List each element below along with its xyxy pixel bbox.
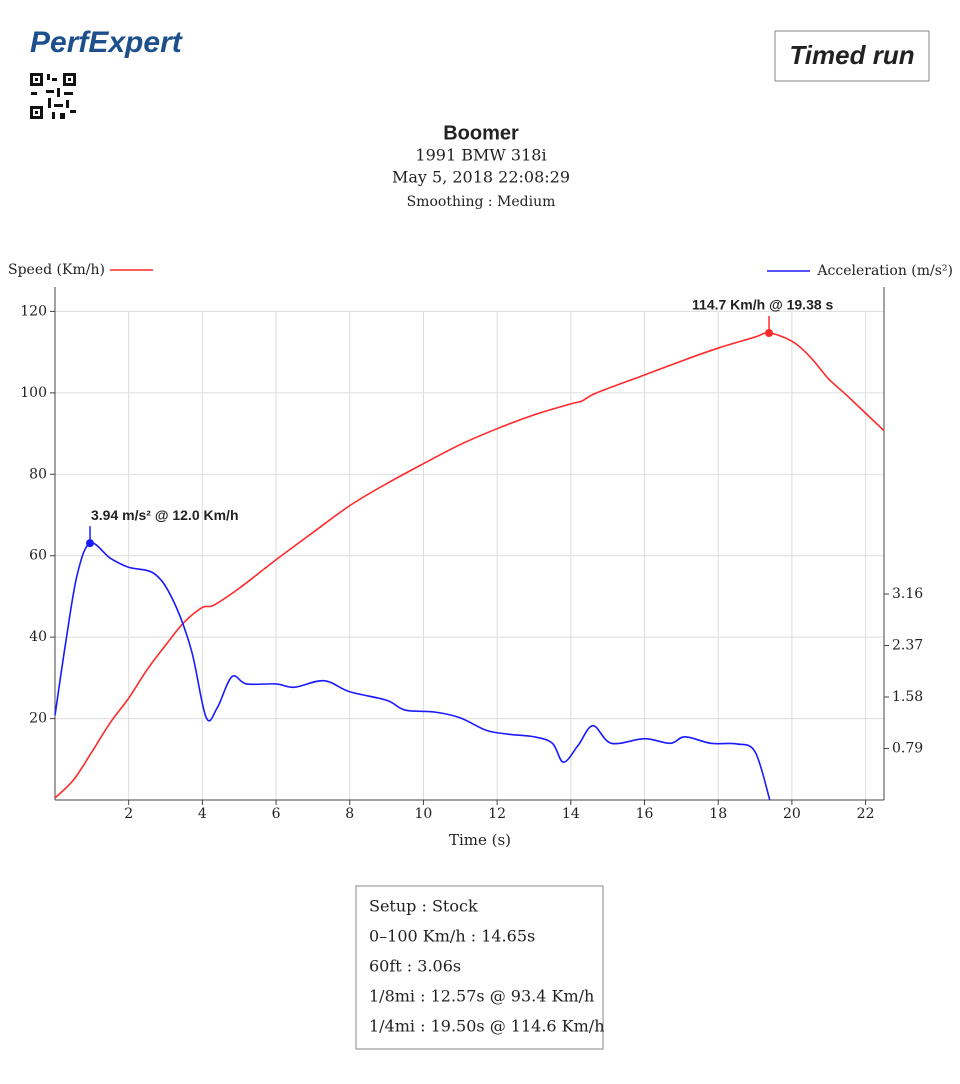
chart-title: Boomer bbox=[443, 122, 519, 144]
legend-label: Acceleration (m/s²) bbox=[816, 263, 953, 279]
x-tick-label: 10 bbox=[415, 806, 433, 822]
subtitle: May 5, 2018 22:08:29 bbox=[392, 168, 570, 187]
logo: PerfExpert bbox=[30, 26, 184, 59]
y2-tick-label: 2.37 bbox=[892, 638, 923, 654]
annotation-label: 3.94 m/s² @ 12.0 Km/h bbox=[91, 507, 239, 523]
annotation-marker bbox=[86, 539, 95, 548]
x-tick-label: 16 bbox=[636, 806, 654, 822]
subtitle: 1991 BMW 318i bbox=[415, 146, 546, 165]
qr-code bbox=[30, 73, 76, 119]
setup-line: 60ft : 3.06s bbox=[369, 957, 461, 976]
setup-line: Setup : Stock bbox=[369, 897, 478, 916]
x-tick-label: 18 bbox=[709, 806, 727, 822]
subtitle: Smoothing : Medium bbox=[407, 194, 556, 210]
x-axis-label: Time (s) bbox=[449, 831, 511, 849]
x-tick-label: 12 bbox=[488, 806, 506, 822]
x-tick-label: 4 bbox=[198, 806, 207, 822]
y2-tick-label: 3.16 bbox=[892, 586, 923, 602]
y-tick-label: 100 bbox=[20, 385, 47, 401]
x-tick-label: 8 bbox=[345, 806, 354, 822]
mode-box bbox=[774, 30, 930, 82]
y-tick-label: 80 bbox=[29, 466, 47, 482]
x-tick-label: 22 bbox=[857, 806, 875, 822]
setup-line: 1/4mi : 19.50s @ 114.6 Km/h bbox=[369, 1017, 605, 1036]
x-tick-label: 20 bbox=[783, 806, 801, 822]
mode-label: Timed run bbox=[789, 40, 914, 70]
x-tick-label: 14 bbox=[562, 806, 580, 822]
y-tick-label: 20 bbox=[29, 711, 47, 727]
x-tick-label: 2 bbox=[124, 806, 133, 822]
y2-tick-label: 1.58 bbox=[892, 689, 923, 705]
data-line bbox=[54, 332, 885, 799]
y-tick-label: 120 bbox=[20, 303, 47, 319]
legend-label: Speed (Km/h) bbox=[8, 262, 105, 278]
y2-tick-label: 0.79 bbox=[892, 741, 923, 757]
setup-line: 1/8mi : 12.57s @ 93.4 Km/h bbox=[369, 987, 594, 1006]
x-tick-label: 6 bbox=[272, 806, 281, 822]
data-line bbox=[54, 542, 771, 801]
setup-box bbox=[355, 885, 604, 1050]
y-tick-label: 40 bbox=[29, 629, 47, 645]
y-tick-label: 60 bbox=[29, 548, 47, 564]
setup-line: 0–100 Km/h : 14.65s bbox=[369, 927, 535, 946]
annotation-label: 114.7 Km/h @ 19.38 s bbox=[692, 297, 834, 313]
annotation-marker bbox=[765, 329, 774, 338]
